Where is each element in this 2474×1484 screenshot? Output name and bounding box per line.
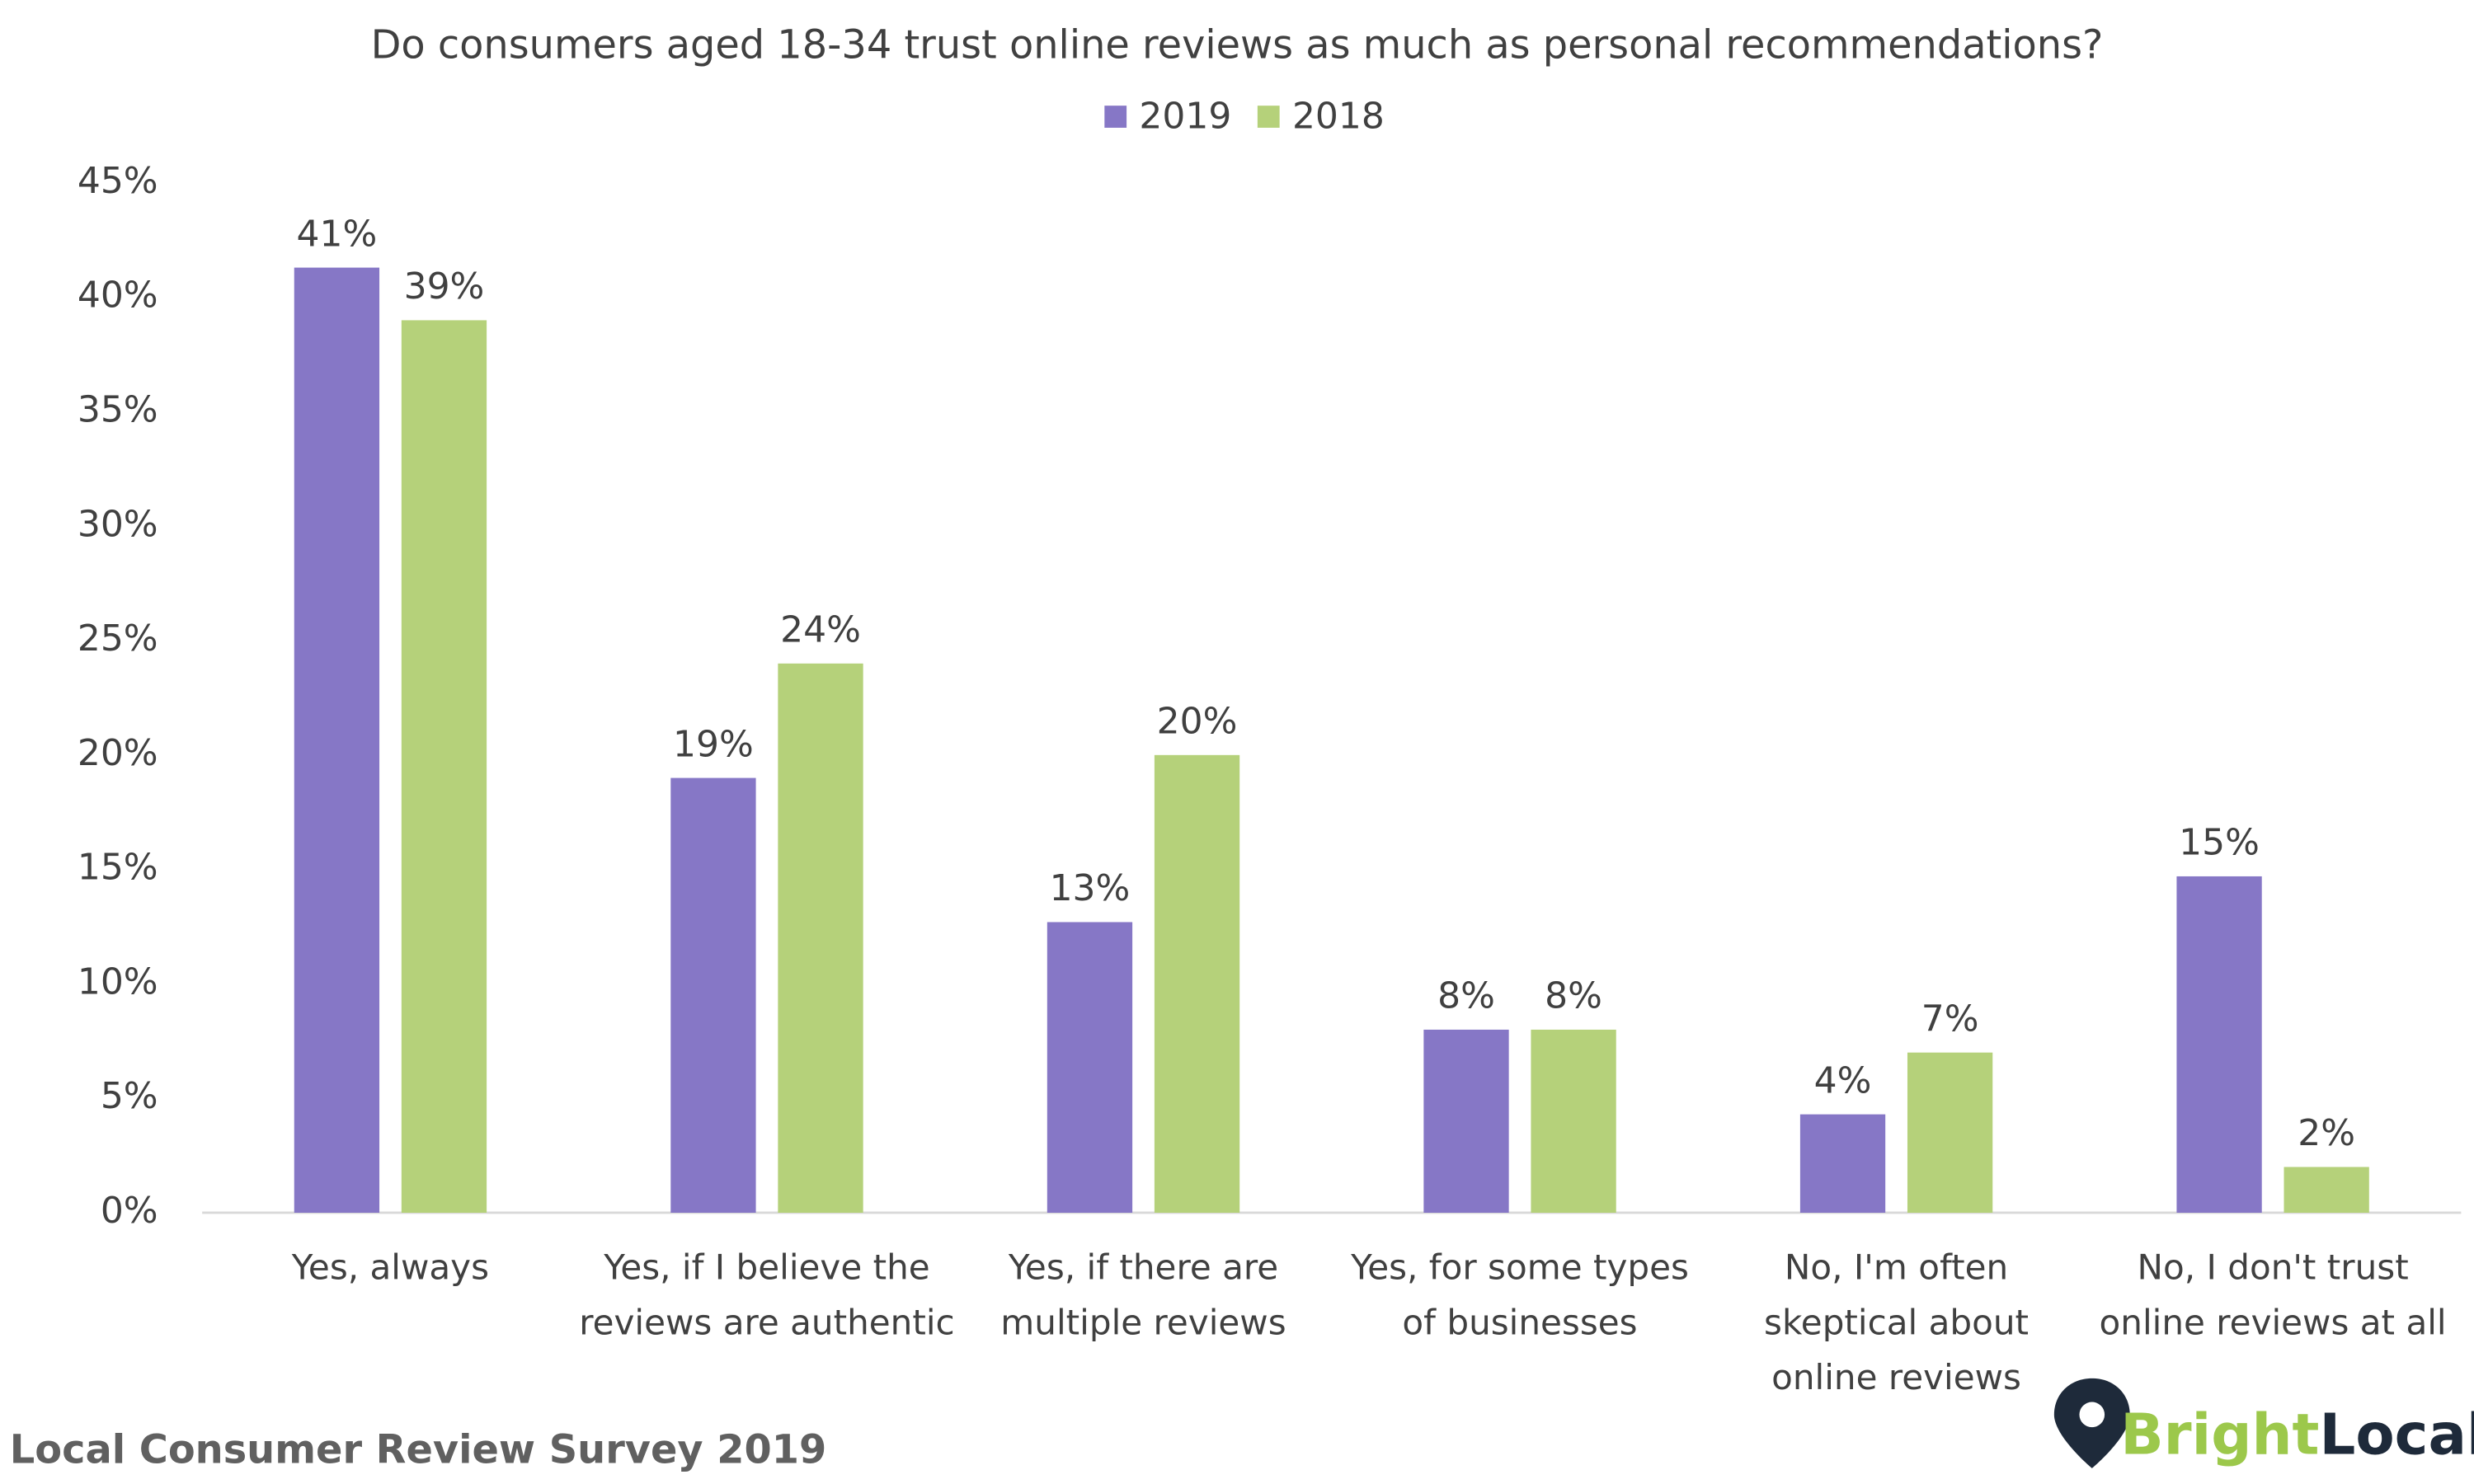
- y-tick-label: 45%: [78, 160, 158, 202]
- x-tick-label: No, I'm often skeptical about online rev…: [1764, 1248, 2030, 1399]
- source-note: Local Consumer Review Survey 2019: [10, 1428, 826, 1473]
- bar: [294, 267, 380, 1213]
- x-tick-label-box: Yes, always: [291, 1248, 490, 1289]
- y-tick-label: 40%: [78, 275, 158, 317]
- y-tick-label: 5%: [101, 1075, 158, 1117]
- x-tick-label: Yes, if I believe the reviews are authen…: [579, 1248, 955, 1344]
- bar: [2284, 1167, 2369, 1213]
- legend-label: 2018: [1292, 95, 1385, 137]
- y-tick-label: 25%: [78, 618, 158, 660]
- x-tick-label-box: Yes, if I believe the reviews are authen…: [579, 1248, 955, 1344]
- bar: [2176, 876, 2262, 1213]
- y-tick-label: 0%: [101, 1190, 158, 1232]
- data-label: 39%: [404, 265, 485, 308]
- bar: [401, 320, 487, 1213]
- logo-dot: [2079, 1402, 2105, 1428]
- data-label: 7%: [1921, 998, 1979, 1040]
- brand-local: Local: [2319, 1402, 2474, 1468]
- bar: [1423, 1029, 1509, 1213]
- bar: [1907, 1052, 1993, 1213]
- x-tick-label: Yes, always: [291, 1248, 490, 1289]
- data-label: 41%: [297, 213, 378, 255]
- x-tick-label-box: No, I don't trust online reviews at all: [2099, 1248, 2447, 1344]
- data-label: 24%: [780, 609, 861, 651]
- brand-logo: BrightLocal: [2053, 1378, 2474, 1468]
- bar: [1531, 1029, 1616, 1213]
- bar: [1799, 1114, 1886, 1213]
- bar: [670, 777, 756, 1213]
- chart-title: Do consumers aged 18-34 trust online rev…: [371, 22, 2104, 68]
- data-label: 13%: [1050, 867, 1131, 909]
- data-label: 8%: [1545, 975, 1602, 1017]
- data-label: 19%: [673, 723, 754, 765]
- data-label: 8%: [1437, 975, 1495, 1017]
- y-tick-label: 15%: [78, 847, 158, 889]
- legend-label: 2019: [1139, 95, 1231, 137]
- x-tick-label-box: No, I'm often skeptical about online rev…: [1764, 1248, 2030, 1399]
- y-tick-label: 35%: [78, 388, 158, 430]
- x-tick-label: Yes, for some types of businesses: [1351, 1248, 1689, 1344]
- x-tick-label-box: Yes, for some types of businesses: [1351, 1248, 1689, 1344]
- data-label: 2%: [2298, 1112, 2355, 1154]
- y-tick-label: 10%: [78, 960, 158, 1003]
- y-tick-label: 20%: [78, 732, 158, 774]
- legend-swatch: [1257, 106, 1280, 128]
- x-tick-label: Yes, if there are multiple reviews: [1000, 1248, 1286, 1344]
- brand-bright: Bright: [2120, 1402, 2319, 1468]
- bar: [1047, 922, 1133, 1213]
- data-label: 4%: [1814, 1059, 1872, 1101]
- x-tick-label: No, I don't trust online reviews at all: [2099, 1248, 2447, 1344]
- bar: [1154, 754, 1240, 1213]
- bar: [778, 663, 863, 1213]
- y-tick-label: 30%: [78, 503, 158, 545]
- data-label: 15%: [2179, 822, 2260, 864]
- legend-swatch: [1104, 106, 1127, 128]
- x-tick-label-box: Yes, if there are multiple reviews: [1000, 1248, 1286, 1344]
- brand: BrightLocal: [2120, 1402, 2474, 1468]
- data-label: 20%: [1157, 701, 1238, 743]
